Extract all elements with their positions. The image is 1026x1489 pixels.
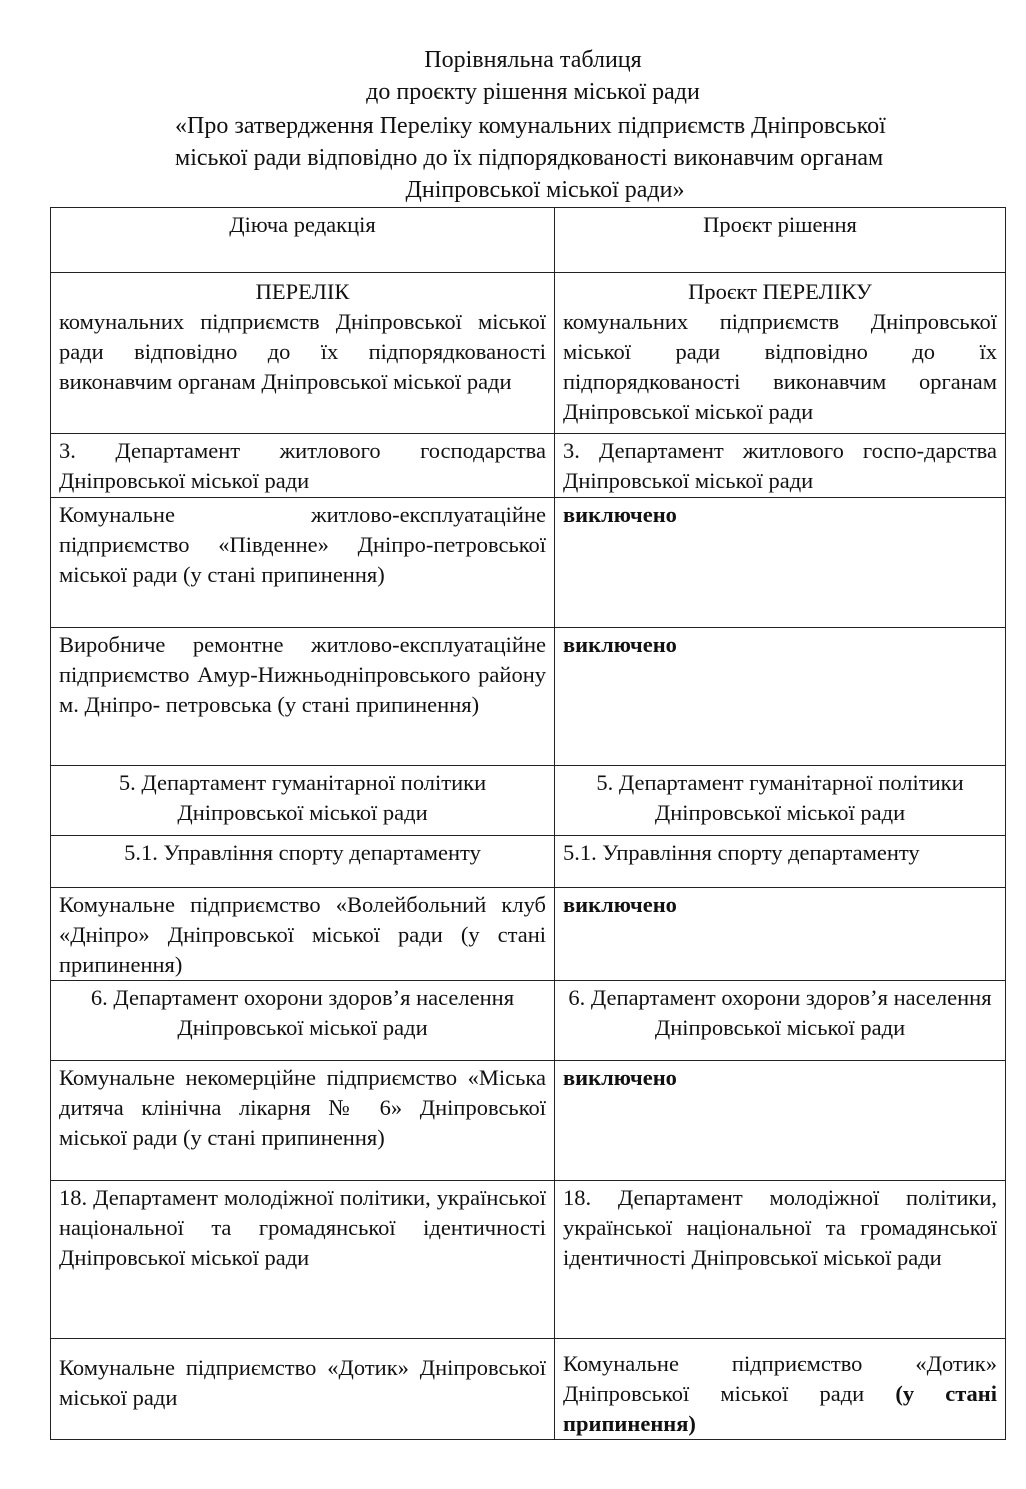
cell-draft: 18. Департамент молодіжної політики, укр… [554, 1180, 1006, 1339]
table-header-row: Діюча редакція Проєкт рішення [50, 207, 1006, 273]
list-heading-draft: Проєкт ПЕРЕЛІКУ комунальних підприємств … [554, 272, 1006, 434]
table-row: 18. Департамент молодіжної політики, укр… [50, 1180, 1006, 1339]
document-title: Порівняльна таблиця [424, 47, 642, 73]
cell-current: 5.1. Управління спорту департаменту [50, 835, 555, 888]
cell-draft: 6. Департамент охорони здоров’я населенн… [554, 980, 1006, 1061]
excluded-label: виключено [563, 502, 677, 527]
table-row: ПЕРЕЛІК комунальних підприємств Дніпровс… [50, 272, 1006, 434]
table-row: Виробниче ремонтне житлово-експлуатаційн… [50, 627, 1006, 766]
cell-current: 5. Департамент гуманітарної політики Дні… [50, 765, 555, 836]
list-title: ПЕРЕЛІК [255, 279, 350, 304]
cell-current: Комунальне підприємство «Дотик» Дніпровс… [50, 1338, 555, 1440]
cell-current: 18. Департамент молодіжної політики, укр… [50, 1180, 555, 1339]
cell-draft: виключено [554, 1060, 1006, 1181]
column-header-draft: Проєкт рішення [554, 207, 1006, 273]
table-row: Комунальне підприємство «Волейбольний кл… [50, 887, 1006, 981]
cell-current: 3. Департамент житлового господарства Дн… [50, 433, 555, 498]
list-text: комунальних підприємств Дніпровської міс… [59, 309, 546, 394]
list-text: комунальних підприємств Дніпровської міс… [563, 309, 997, 424]
cell-current: 6. Департамент охорони здоров’я населенн… [50, 980, 555, 1061]
table-row: 6. Департамент охорони здоров’я населенн… [50, 980, 1006, 1061]
excluded-label: виключено [563, 632, 677, 657]
table-row: Комунальне підприємство «Дотик» Дніпровс… [50, 1338, 1006, 1440]
column-header-current: Діюча редакція [50, 207, 555, 273]
cell-current: Комунальне житлово-експлуатаційне підпри… [50, 497, 555, 628]
status-note: (у стані припинення) [563, 1381, 997, 1436]
list-title: Проєкт ПЕРЕЛІКУ [688, 279, 872, 304]
cell-draft: 5. Департамент гуманітарної політики Дні… [554, 765, 1006, 836]
cell-draft: 5.1. Управління спорту департаменту [554, 835, 1006, 888]
excluded-label: виключено [563, 892, 677, 917]
document-subtitle: до проєкту рішення міської ради [366, 79, 700, 105]
cell-draft: Комунальне підприємство «Дотик» Дніпровс… [554, 1338, 1006, 1440]
cell-draft: виключено [554, 497, 1006, 628]
table-row: Комунальне некомерційне підприємство «Мі… [50, 1060, 1006, 1181]
cell-current: Виробниче ремонтне житлово-експлуатаційн… [50, 627, 555, 766]
list-heading-current: ПЕРЕЛІК комунальних підприємств Дніпровс… [50, 272, 555, 434]
decision-line: Дніпровської міської ради» [405, 177, 685, 203]
cell-draft: 3. Департамент житлового госпо-дарства Д… [554, 433, 1006, 498]
cell-draft: виключено [554, 627, 1006, 766]
excluded-label: виключено [563, 1065, 677, 1090]
cell-current: Комунальне некомерційне підприємство «Мі… [50, 1060, 555, 1181]
comparison-table: Діюча редакція Проєкт рішення ПЕРЕЛІК ко… [50, 207, 1006, 1440]
decision-line: «Про затвердження Переліку комунальних п… [175, 113, 886, 139]
table-row: 5.1. Управління спорту департаменту 5.1.… [50, 835, 1006, 888]
table-row: 3. Департамент житлового господарства Дн… [50, 433, 1006, 498]
cell-draft: виключено [554, 887, 1006, 981]
table-row: 5. Департамент гуманітарної політики Дні… [50, 765, 1006, 836]
decision-title: «Про затвердження Переліку комунальних п… [175, 110, 975, 206]
cell-current: Комунальне підприємство «Волейбольний кл… [50, 887, 555, 981]
cell-text: Комунальне підприємство «Дотик» Дніпровс… [563, 1351, 997, 1406]
table-row: Комунальне житлово-експлуатаційне підпри… [50, 497, 1006, 628]
decision-line: міської ради відповідно до їх підпорядко… [175, 145, 884, 171]
